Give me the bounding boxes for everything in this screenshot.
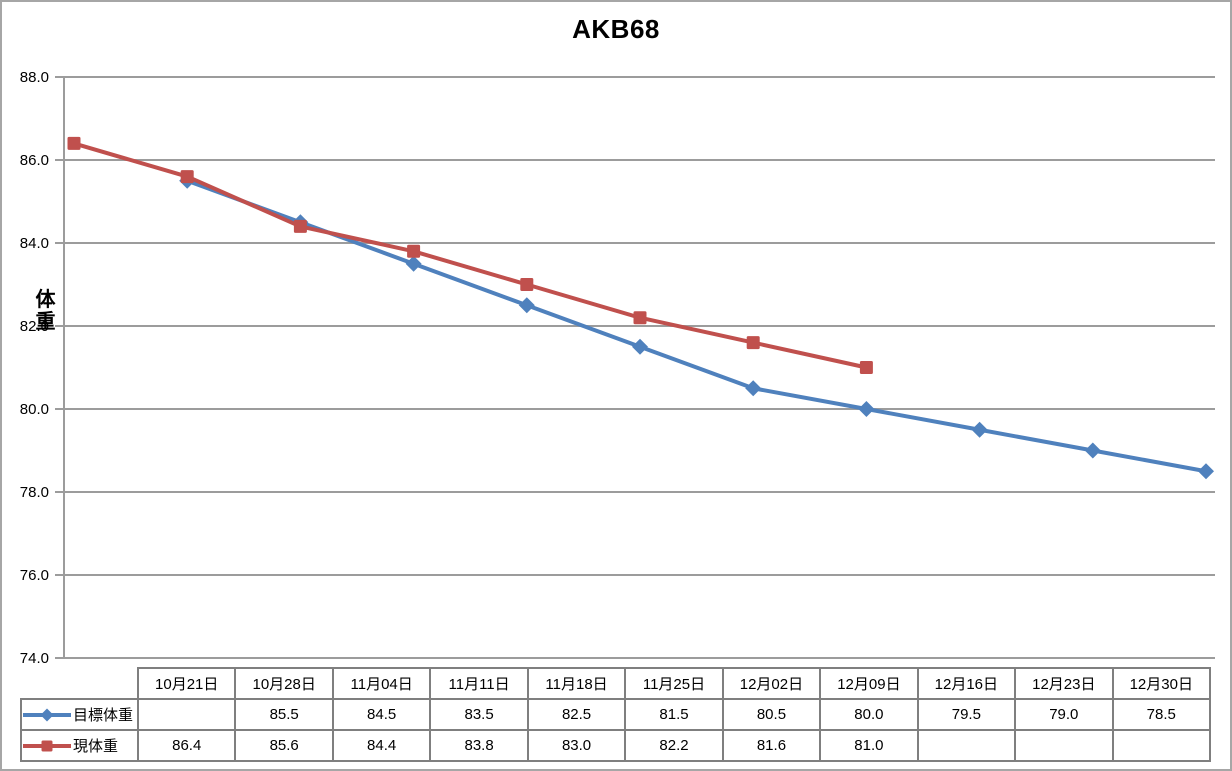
date-header-cell: 12月02日 [721,667,822,700]
target-weight-marker-diamond-icon [405,255,422,272]
y-tick-label: 82.0 [20,318,49,335]
current-weight-value-cell: 82.2 [624,729,724,762]
current-weight-marker-square-icon [746,336,760,350]
current-weight-legend-key-icon [23,740,71,751]
target-weight-value-cell: 82.5 [526,698,627,731]
y-tick-label: 84.0 [20,235,49,252]
table-corner-cell [21,668,138,699]
date-header-cell: 12月30日 [1111,667,1212,700]
target-weight-value-cell [136,698,237,731]
current-weight-value-cell [1111,729,1212,762]
current-weight-marker-square-icon [520,278,534,291]
current-weight-series-name: 現体重 [73,738,119,755]
current-weight-value-cell: 83.8 [429,729,529,762]
date-header-cell: 10月28日 [234,667,334,700]
current-weight-value-cell [916,729,1017,762]
target-weight-legend-cell: 目標体重 [20,698,139,731]
y-tick-label: 78.0 [20,484,49,501]
date-header-cell: 12月09日 [819,667,919,700]
target-weight-value-cell: 78.5 [1111,698,1212,731]
current-weight-marker-square-icon [180,170,194,184]
target-weight-marker-diamond-icon [518,297,535,314]
target-weight-value-cell: 83.5 [429,698,529,731]
target-weight-value-cell: 80.0 [819,698,919,731]
date-header-cell: 11月25日 [624,667,724,700]
current-weight-row: 現体重 86.4 85.6 84.4 83.8 83.0 82.2 81.6 81.0 [20,729,1212,762]
target-weight-marker-diamond-icon [632,338,648,355]
target-weight-marker-diamond-icon [745,380,762,397]
y-tick-label: 88.0 [20,69,49,86]
current-weight-value-cell: 84.4 [331,729,432,762]
y-tick-label: 74.0 [20,650,49,667]
current-weight-value-cell: 83.0 [526,729,627,762]
target-weight-value-cell: 85.5 [234,698,334,731]
target-weight-series-name: 目標体重 [73,707,134,724]
chart-data-table: 10月21日 10月28日 11月04日 11月11日 11月18日 11月25日 12月0… [20,667,1212,762]
current-weight-value-cell: 81.0 [819,729,919,762]
target-weight-marker-diamond-icon [971,421,988,438]
y-tick-label: 86.0 [20,152,49,169]
date-header-cell: 11月04日 [331,667,432,700]
current-weight-marker-square-icon [67,136,81,150]
target-weight-value-cell: 79.5 [916,698,1017,731]
current-weight-marker-square-icon [633,311,647,325]
target-weight-marker-diamond-icon [1084,442,1101,459]
current-weight-marker-square-icon [407,244,421,258]
date-header-cell: 10月21日 [136,667,237,700]
current-weight-marker-square-icon [293,219,307,233]
target-weight-marker-diamond-icon [858,401,875,417]
current-weight-value-cell: 86.4 [136,729,237,762]
date-header-cell: 11月18日 [526,667,627,700]
target-weight-value-cell: 84.5 [331,698,432,731]
current-weight-value-cell [1014,729,1114,762]
target-weight-line [185,178,1208,474]
current-weight-value-cell: 81.6 [721,729,822,762]
date-header-cell: 12月16日 [916,667,1017,700]
current-weight-value-cell: 85.6 [234,729,334,762]
target-weight-row: 目標体重 85.5 84.5 83.5 82.5 81.5 80.5 80.0 79.5 79.0… [20,698,1212,731]
y-axis-title: 体重 [35,289,56,333]
current-weight-line [72,141,869,370]
target-weight-legend-key-icon [23,708,71,721]
y-tick-label: 76.0 [20,567,49,584]
data-table: 10月21日 10月28日 11月04日 11月11日 11月18日 11月25日 12月0… [20,667,1212,762]
current-weight-marker-square-icon [859,361,873,374]
target-weight-value-cell: 79.0 [1014,698,1114,731]
date-header-cell: 11月11日 [429,667,529,700]
y-tick-label: 80.0 [20,401,49,418]
target-weight-value-cell: 80.5 [721,698,822,731]
target-weight-value-cell: 81.5 [624,698,724,731]
date-header-cell: 12月23日 [1014,667,1114,700]
target-weight-marker-diamond-icon [1198,463,1214,480]
chart-title: AKB68 [572,14,660,44]
current-weight-legend-cell: 現体重 [20,729,139,762]
